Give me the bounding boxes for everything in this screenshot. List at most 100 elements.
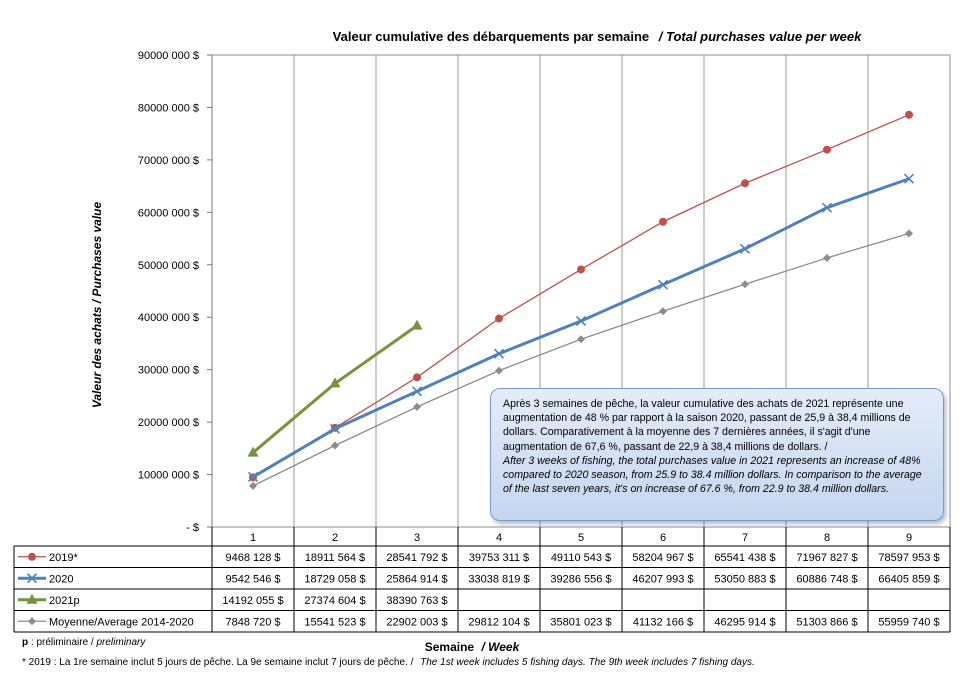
data-table: 1 2 3 4 5 6 7 8 9 2019* 9468 128 $ 18911 564 $ 28541…	[13, 527, 951, 633]
data-label: 18911 564 $	[305, 552, 365, 564]
y-tick-label: - $	[186, 522, 199, 534]
marker-circle	[823, 145, 831, 154]
annotation-en: After 3 weeks of fishing, the total purc…	[503, 454, 922, 496]
y-tick-label: 70000 000 $	[138, 155, 199, 167]
marker-x	[26, 573, 38, 584]
x-tick-label: 3	[414, 532, 420, 544]
data-label: 51303 866 $	[796, 616, 857, 628]
preliminary-note: p : préliminaire / preliminary	[22, 637, 146, 648]
data-label: 71967 827 $	[796, 552, 857, 564]
marker-triangle	[26, 593, 38, 604]
legend-label: 2020	[49, 573, 73, 585]
data-label: 7848 720 $	[225, 616, 280, 628]
x-tick-label: 7	[742, 532, 748, 544]
marker-diamond	[495, 366, 503, 375]
x-tick-label: 5	[578, 532, 584, 544]
data-label: 38390 763 $	[386, 595, 447, 607]
y-tick-label: 10000 000 $	[138, 470, 199, 482]
data-label: 9468 128 $	[225, 552, 280, 564]
x-axis-label-fr: Semaine	[425, 640, 475, 654]
series-2020	[247, 173, 915, 483]
marker-diamond	[741, 280, 749, 289]
data-label: 9542 546 $	[225, 573, 280, 585]
series-layer	[247, 110, 915, 490]
data-label: 46207 993 $	[632, 573, 693, 585]
y-tick-label: 20000 000 $	[138, 417, 199, 429]
data-label: 29812 104 $	[468, 616, 529, 628]
data-label: 39286 556 $	[550, 573, 611, 585]
data-label: 49110 543 $	[551, 552, 611, 564]
x-tick-label: 8	[824, 532, 830, 544]
x-axis-label: Semaine / Week	[425, 640, 521, 654]
legend-key	[18, 593, 46, 604]
x-tick-label: 9	[906, 532, 912, 544]
marker-triangle	[329, 377, 341, 388]
x-tick-label: 6	[660, 532, 666, 544]
chart-title: Valeur cumulative des débarquements par …	[333, 29, 862, 44]
marker-diamond	[28, 617, 36, 626]
data-label: 18729 058 $	[304, 573, 365, 585]
marker-triangle	[411, 319, 423, 330]
marker-x	[739, 243, 751, 254]
data-label: 14192 055 $	[222, 595, 283, 607]
data-label: 78597 953 $	[878, 552, 939, 564]
chart-title-fr: Valeur cumulative des débarquements par …	[333, 29, 649, 44]
preliminary-en: preliminary	[95, 637, 146, 648]
y-tick-label: 80000 000 $	[138, 102, 199, 114]
data-label: 41132 166 $	[633, 616, 693, 628]
data-label: 65541 438 $	[714, 552, 775, 564]
series-2021p	[247, 319, 423, 457]
marker-circle	[413, 373, 421, 382]
data-label: 22902 003 $	[386, 616, 447, 628]
data-label: 53050 883 $	[714, 573, 775, 585]
data-label: 25864 914 $	[386, 573, 447, 585]
marker-diamond	[249, 481, 257, 490]
marker-x	[821, 202, 833, 213]
marker-x	[575, 315, 587, 327]
footnote: * 2019 : La 1re semaine inclut 5 jours d…	[22, 657, 755, 668]
footnote-fr: * 2019 : La 1re semaine inclut 5 jours d…	[22, 657, 414, 668]
y-tick-label: 40000 000 $	[138, 312, 199, 324]
marker-diamond	[823, 253, 831, 262]
marker-triangle	[247, 446, 259, 457]
x-tick-label: 4	[496, 532, 502, 544]
data-label: 58204 967 $	[632, 552, 693, 564]
x-tick-label: 2	[332, 532, 338, 544]
chart-title-en: / Total purchases value per week	[658, 29, 862, 44]
marker-x	[903, 173, 915, 184]
marker-x	[493, 348, 505, 359]
data-label: 66405 859 $	[878, 573, 939, 585]
data-label: 55959 740 $	[878, 616, 939, 628]
y-tick-label: 90000 000 $	[138, 50, 199, 62]
annotation-callout: Après 3 semaines de pêche, la valeur cum…	[490, 388, 944, 521]
marker-diamond	[659, 307, 667, 316]
data-label: 28541 792 $	[386, 552, 447, 564]
y-tick-label: 50000 000 $	[138, 260, 199, 272]
marker-x	[247, 471, 259, 483]
marker-x	[411, 386, 423, 397]
legend-label: Moyenne/Average 2014-2020	[49, 616, 194, 628]
data-label: 46295 914 $	[714, 616, 775, 628]
marker-diamond	[413, 402, 421, 411]
data-label: 60886 748 $	[796, 573, 857, 585]
marker-circle	[905, 110, 913, 119]
marker-diamond	[905, 229, 913, 238]
legend-key	[18, 552, 46, 561]
y-tick-label: 60000 000 $	[138, 207, 199, 219]
x-tick-label: 1	[250, 532, 256, 544]
data-label: 15541 523 $	[304, 616, 365, 628]
marker-circle	[659, 217, 667, 226]
marker-diamond	[577, 335, 585, 344]
footnote-en: The 1st week includes 5 fishing days. Th…	[420, 657, 755, 668]
marker-circle	[495, 314, 503, 323]
marker-circle	[741, 179, 749, 188]
marker-diamond	[331, 441, 339, 450]
preliminary-key: p	[22, 637, 28, 648]
annotation-fr: Après 3 semaines de pêche, la valeur cum…	[503, 398, 911, 453]
data-label: 35801 023 $	[550, 616, 611, 628]
marker-x	[657, 279, 669, 290]
y-tick-label: 30000 000 $	[138, 365, 199, 377]
data-label: 33038 819 $	[468, 573, 529, 585]
marker-circle	[577, 265, 585, 274]
